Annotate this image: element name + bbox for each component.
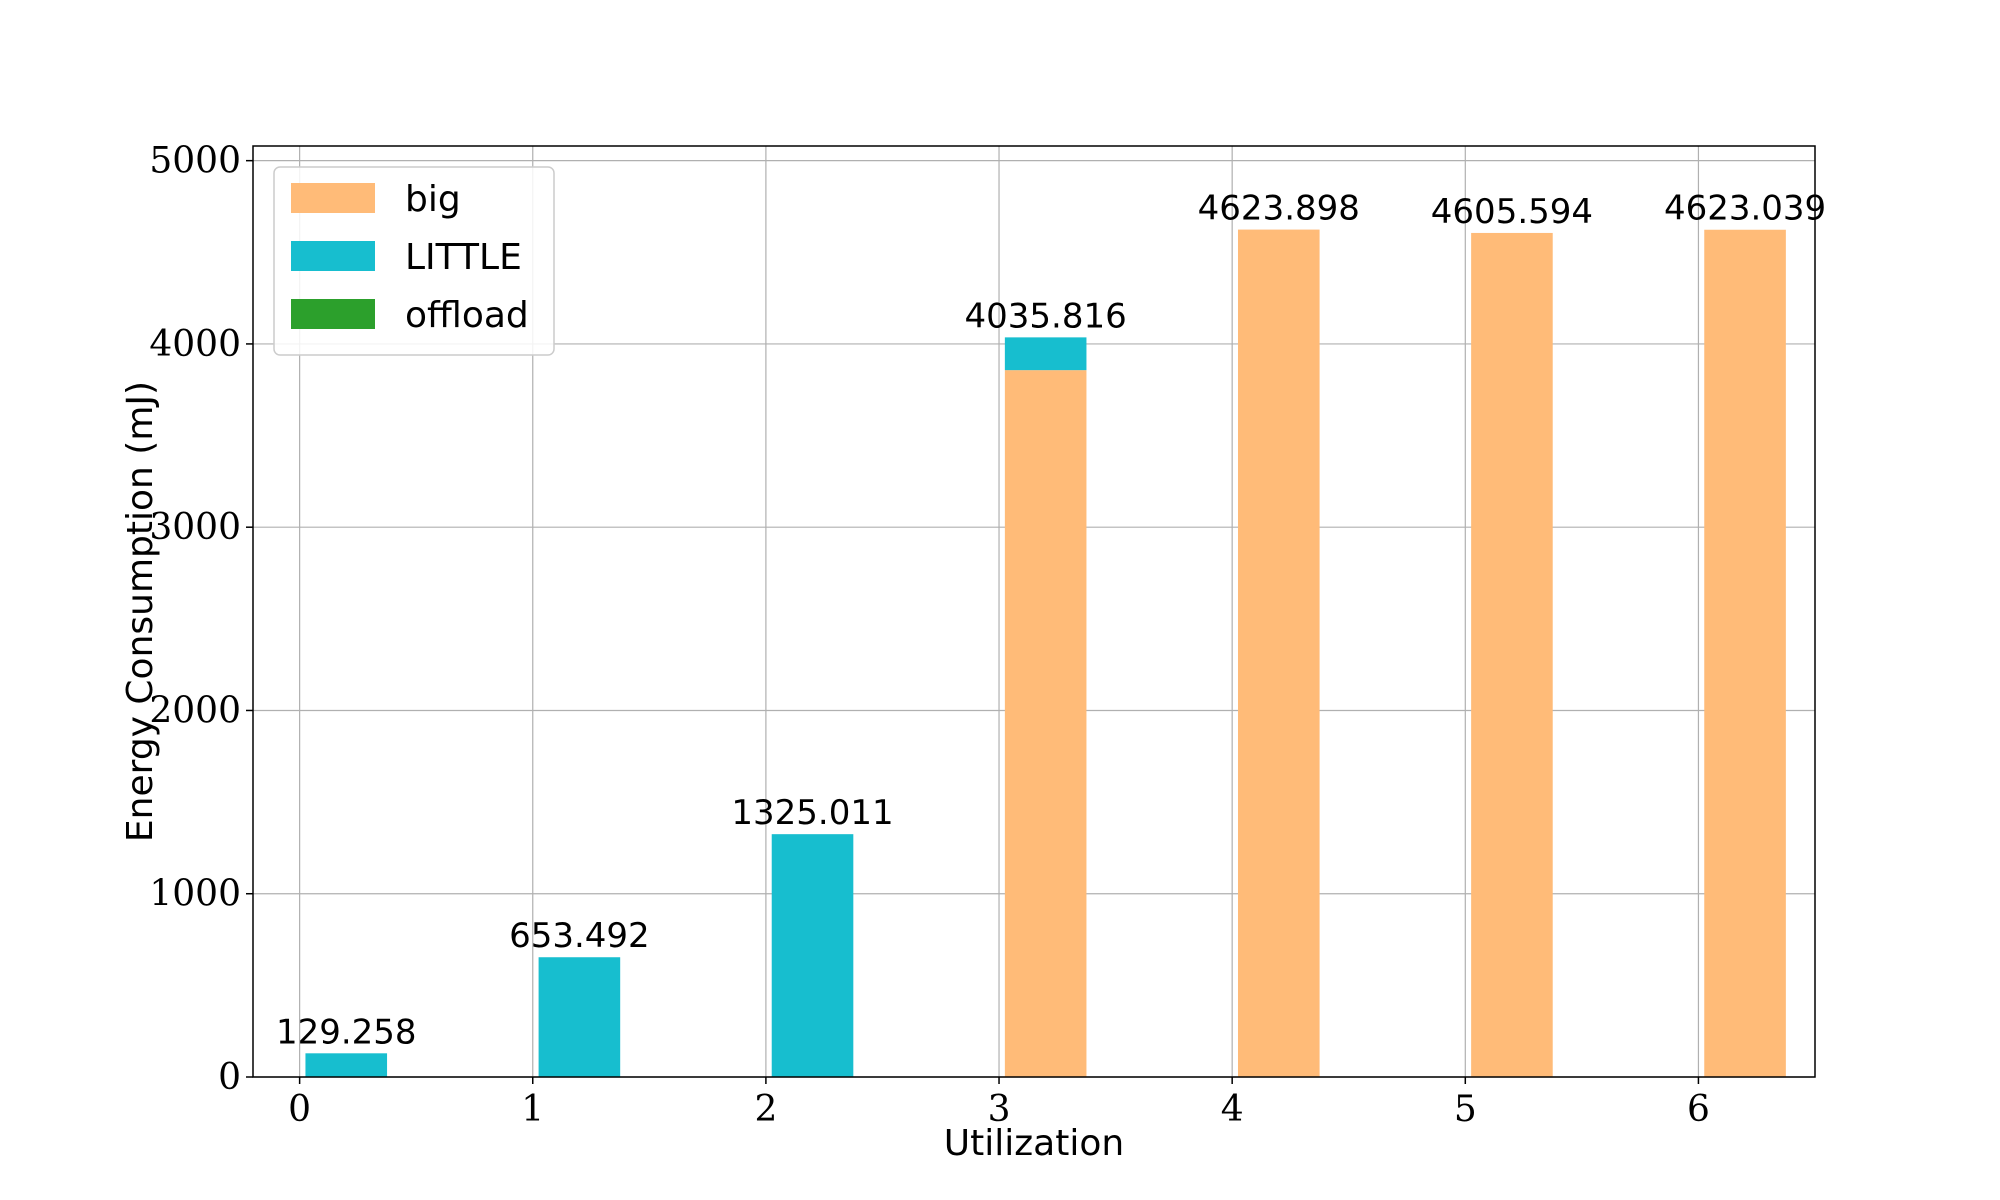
bar-little-1	[538, 957, 621, 1077]
y-tick-label: 3000	[149, 507, 241, 548]
bar-total-label: 4605.594	[1431, 192, 1593, 232]
bar-total-label: 4623.039	[1664, 189, 1826, 229]
bar-total-label: 653.492	[509, 916, 650, 956]
bar-big-3	[1004, 370, 1087, 1077]
legend-label-little: LITTLE	[405, 237, 522, 278]
bar-total-label: 4623.898	[1198, 189, 1360, 229]
legend: big LITTLE offload	[273, 166, 555, 356]
legend-swatch-little	[291, 241, 375, 271]
legend-swatch-big	[291, 183, 375, 213]
bar-total-label: 129.258	[276, 1012, 417, 1052]
bar-total-label: 4035.816	[965, 296, 1127, 336]
axis-ticks: 0 1000 2000 3000 4000 5000 0 1 2 3 4 5 6	[149, 141, 1710, 1130]
legend-swatch-offload	[291, 299, 375, 329]
bars	[305, 229, 1786, 1078]
y-tick-label: 4000	[149, 324, 241, 365]
y-axis-title: Energy Consumption (mJ)	[120, 381, 161, 842]
x-tick-label: 2	[754, 1089, 777, 1130]
x-axis-title: Utilization	[944, 1123, 1124, 1164]
x-tick-label: 4	[1221, 1089, 1244, 1130]
bar-big-6	[1704, 229, 1786, 1077]
bar-big-4	[1237, 229, 1320, 1078]
x-tick-label: 0	[288, 1089, 311, 1130]
bar-total-label: 1325.011	[731, 793, 893, 833]
legend-label-big: big	[405, 179, 461, 220]
x-tick-label: 6	[1687, 1089, 1710, 1130]
x-tick-label: 1	[521, 1089, 544, 1130]
bar-little-0	[305, 1053, 388, 1077]
data-labels: 129.258 653.492 1325.011 4035.816 4623.898 46…	[276, 189, 1826, 1053]
y-tick-label: 2000	[149, 690, 241, 731]
y-tick-label: 1000	[149, 874, 241, 915]
y-tick-label: 0	[218, 1057, 241, 1098]
bar-little-3	[1004, 337, 1087, 371]
legend-label-offload: offload	[405, 295, 529, 336]
plot-area-frame	[252, 145, 1816, 1078]
y-tick-label: 5000	[149, 141, 241, 182]
x-tick-label: 5	[1454, 1089, 1477, 1130]
bar-big-5	[1471, 232, 1553, 1077]
x-tick-label: 3	[988, 1089, 1011, 1130]
bar-little-2	[771, 834, 854, 1077]
